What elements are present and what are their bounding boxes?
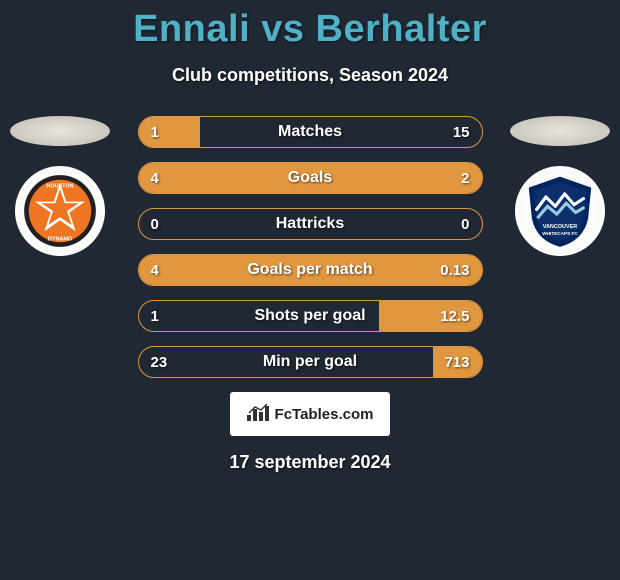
team-badge-right: VANCOUVER WHITECAPS FC (515, 166, 605, 256)
svg-text:HOUSTON: HOUSTON (46, 184, 73, 190)
branding-text: FcTables.com (275, 406, 374, 423)
player-face-right (510, 116, 610, 146)
right-player-column: VANCOUVER WHITECAPS FC (500, 116, 620, 256)
stat-label: Goals per match (139, 255, 482, 285)
team-badge-left: HOUSTON DYNAMO (15, 166, 105, 256)
stat-row: 112.5Shots per goal (138, 300, 483, 332)
stat-row: 40.13Goals per match (138, 254, 483, 286)
stat-label: Hattricks (139, 209, 482, 239)
stat-row: 115Matches (138, 116, 483, 148)
vancouver-whitecaps-icon: VANCOUVER WHITECAPS FC (521, 172, 599, 250)
svg-text:VANCOUVER: VANCOUVER (543, 224, 578, 230)
houston-dynamo-icon: HOUSTON DYNAMO (21, 172, 99, 250)
player-face-left (10, 116, 110, 146)
svg-text:WHITECAPS FC: WHITECAPS FC (542, 231, 578, 236)
stat-label: Min per goal (139, 347, 482, 377)
stat-row: 23713Min per goal (138, 346, 483, 378)
stat-bars: 115Matches 42Goals 00Hattricks 40.13Goals p… (138, 116, 483, 378)
page-subtitle: Club competitions, Season 2024 (0, 65, 620, 86)
page-title: Ennali vs Berhalter (0, 0, 620, 51)
stat-label: Matches (139, 117, 482, 147)
branding-badge: FcTables.com (230, 392, 390, 436)
footer-date: 17 september 2024 (0, 452, 620, 473)
stat-label: Goals (139, 163, 482, 193)
svg-text:DYNAMO: DYNAMO (48, 237, 73, 243)
stat-row: 00Hattricks (138, 208, 483, 240)
stat-row: 42Goals (138, 162, 483, 194)
fctables-icon (247, 403, 269, 426)
stat-label: Shots per goal (139, 301, 482, 331)
left-player-column: HOUSTON DYNAMO (0, 116, 120, 256)
comparison-area: HOUSTON DYNAMO VANCOUVER WHITECAPS FC 11… (0, 116, 620, 378)
